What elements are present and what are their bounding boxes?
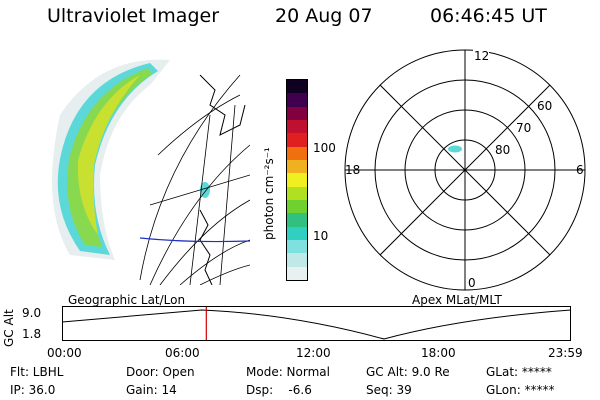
colorbar xyxy=(286,79,308,281)
colorbar-segment xyxy=(287,93,307,107)
mlt-label-18: 18 xyxy=(345,163,360,177)
instrument-title: Ultraviolet Imager xyxy=(47,5,220,27)
colorbar-segment xyxy=(287,133,307,147)
colorbar-segment xyxy=(287,253,307,267)
geographic-label: Geographic Lat/Lon xyxy=(68,293,186,307)
filter-info: Flt: LBHL xyxy=(10,365,64,379)
gain-info: Gain: 14 xyxy=(126,383,177,397)
lat-label-80: 80 xyxy=(495,143,510,157)
mode-info: Mode: Normal xyxy=(246,365,330,379)
colorbar-segment xyxy=(287,160,307,174)
colorbar-segment xyxy=(287,226,307,241)
observation-time: 06:46:45 UT xyxy=(430,5,547,27)
colorbar-segment xyxy=(287,80,307,94)
orbit-xtick-1800: 18:00 xyxy=(421,346,456,360)
glat-info: GLat: ***** xyxy=(486,365,552,379)
aurora-patch xyxy=(200,182,210,198)
colorbar-segment xyxy=(287,173,307,187)
polar-aurora-patch xyxy=(448,145,462,153)
colorbar-segment xyxy=(287,200,307,214)
orbit-altitude-plot xyxy=(62,306,572,341)
colorbar-segment xyxy=(287,240,307,254)
mlt-label-0: 0 xyxy=(468,276,476,290)
orbit-xtick-0000: 00:00 xyxy=(47,346,82,360)
colorbar-segment xyxy=(287,146,307,161)
terminator-line xyxy=(139,237,250,243)
observation-date: 20 Aug 07 xyxy=(275,5,373,27)
mlt-label-6: 6 xyxy=(576,163,584,177)
colorbar-segment xyxy=(287,186,307,201)
orbit-xtick-1200: 12:00 xyxy=(296,346,331,360)
glon-info: GLon: ***** xyxy=(486,383,555,397)
orbit-xtick-2359: 23:59 xyxy=(548,346,583,360)
colorbar-segment xyxy=(287,106,307,121)
coastline-south xyxy=(199,209,213,285)
colorbar-tick-100: 100 xyxy=(313,141,336,155)
geographic-grid xyxy=(139,74,250,285)
mlt-label-12: 12 xyxy=(474,49,489,63)
apex-label: Apex MLat/MLT xyxy=(412,293,502,307)
coastline xyxy=(199,74,246,136)
aurora-arc-bright xyxy=(77,75,140,235)
colorbar-segment xyxy=(287,266,307,280)
polar-diag-2 xyxy=(379,84,551,256)
colorbar-segment xyxy=(287,120,307,134)
sequence-info: Seq: 39 xyxy=(366,383,412,397)
geographic-image-panel xyxy=(52,59,250,285)
gc-alt-info: GC Alt: 9.0 Re xyxy=(366,365,450,379)
orbit-ylabel: GC Alt xyxy=(2,309,16,347)
polar-plot: 12 18 6 0 60 70 80 xyxy=(344,48,586,291)
ip-info: IP: 36.0 xyxy=(10,383,56,397)
orbit-ytick-low: 1.8 xyxy=(22,327,42,341)
orbit-xtick-0600: 06:00 xyxy=(165,346,200,360)
orbit-altitude-curve xyxy=(62,309,572,340)
colorbar-tick-10: 10 xyxy=(313,229,329,243)
colorbar-segment xyxy=(287,213,307,227)
door-info: Door: Open xyxy=(126,365,195,379)
lat-label-60: 60 xyxy=(537,99,552,113)
orbit-ytick-high: 9.0 xyxy=(22,306,42,320)
colorbar-label: photon cm⁻²s⁻¹ xyxy=(262,147,276,240)
dsp-info: Dsp: -6.6 xyxy=(246,383,312,397)
lat-label-70: 70 xyxy=(516,121,531,135)
